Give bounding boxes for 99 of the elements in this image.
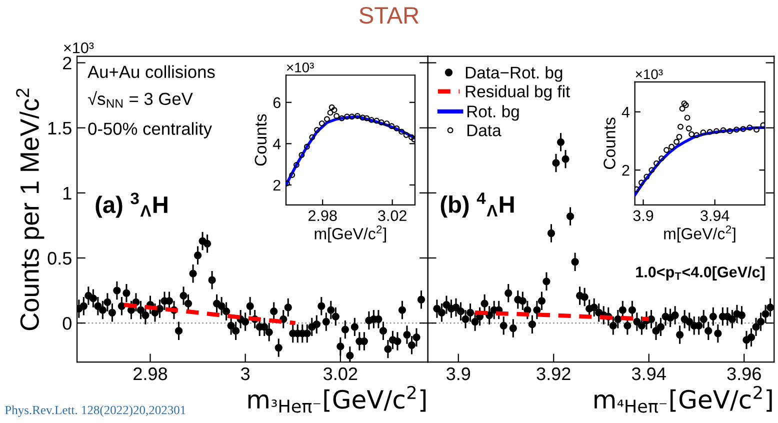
point	[331, 107, 338, 113]
y-tick-label: 0.5	[48, 252, 72, 265]
point	[318, 120, 325, 126]
point	[681, 100, 688, 106]
point	[374, 118, 380, 124]
annotation: Au+Au collisions	[88, 65, 215, 78]
point	[354, 113, 360, 119]
point	[298, 152, 305, 158]
point	[638, 180, 644, 186]
point	[364, 115, 370, 122]
point	[293, 162, 300, 168]
legend-label: Data−Rot. bg	[466, 66, 562, 82]
point	[334, 113, 340, 119]
point	[309, 134, 316, 140]
x-tick-label: 3.9	[446, 367, 470, 380]
point	[684, 114, 690, 121]
x-tick-label: 3.02	[324, 367, 358, 380]
point	[720, 127, 726, 134]
point	[746, 124, 753, 131]
x-tick-label: 2.98	[308, 210, 337, 222]
point	[686, 125, 692, 132]
point	[388, 123, 395, 130]
point	[679, 106, 686, 112]
legend-label: Residual bg fit	[466, 85, 570, 101]
point	[654, 160, 660, 166]
y-axis-title: Counts	[604, 118, 616, 169]
point	[688, 131, 695, 138]
chart-title: STAR	[359, 6, 419, 24]
y-tick-label: 0	[62, 316, 72, 330]
point	[634, 186, 640, 192]
annotation: ×10³	[286, 62, 314, 72]
point	[740, 126, 746, 132]
point	[668, 144, 675, 150]
point	[289, 172, 296, 178]
annotation: 1.0<p$_{T}$<4.0[GeV/c]	[636, 266, 764, 280]
point	[664, 147, 670, 153]
point	[734, 126, 740, 133]
point	[286, 180, 290, 186]
y-tick-label: 4	[622, 106, 630, 118]
x-tick-label: 3.92	[536, 367, 570, 380]
point	[678, 124, 684, 130]
point	[360, 114, 366, 121]
point	[713, 128, 720, 134]
point	[676, 134, 682, 140]
x-axis-title: m[GeV/c$^{2}$]	[664, 225, 736, 243]
point	[760, 122, 765, 128]
point	[338, 115, 345, 122]
legend-label: Rot. bg	[467, 105, 519, 121]
text: ×10³	[64, 42, 94, 54]
x-tick-label: 3.02	[378, 210, 406, 222]
annotation: √s$_{NN}$ = 3 GeV	[88, 91, 193, 108]
x-axis-title: m[GeV/c$^{2}$]	[314, 225, 386, 243]
point	[403, 132, 410, 138]
y-axis-title: Counts	[254, 114, 267, 166]
point	[694, 132, 700, 138]
x-tick-label: 3.9	[633, 210, 654, 222]
point	[408, 134, 414, 140]
y-tick-label: 1.5	[48, 122, 72, 135]
point	[378, 119, 384, 126]
y-tick-label: 6	[273, 97, 280, 108]
point	[700, 130, 706, 136]
point	[644, 174, 650, 180]
y-tick-label: 4	[272, 138, 281, 150]
point	[706, 128, 713, 135]
point	[327, 110, 334, 116]
point	[726, 128, 733, 134]
point	[328, 104, 335, 110]
point	[344, 114, 350, 120]
x-tick-label: 3	[240, 367, 250, 380]
point	[754, 126, 760, 133]
x-tick-label: 3.96	[727, 367, 761, 380]
point	[394, 125, 400, 132]
y-axis-title: Counts per 1 MeV/c$^{2}$	[16, 88, 44, 330]
text: Phys.Rev.Lett. 128(2022)20,202301	[5, 405, 186, 417]
annotation: 0-50% centrality	[88, 122, 212, 138]
annotation: ×10³	[636, 69, 663, 80]
y-tick-label: 2	[63, 56, 72, 70]
x-tick-label: 3.94	[632, 367, 666, 380]
legend-label: Data	[467, 124, 502, 136]
point	[674, 138, 680, 145]
point	[658, 155, 664, 162]
point	[324, 116, 330, 122]
y-tick-label: 1	[63, 187, 72, 200]
x-tick-label: 2.98	[134, 367, 168, 380]
x-axis-title: m$_{³Heπ⁻}$[GeV/c$^{2}$]	[248, 386, 426, 413]
x-tick-label: 3.94	[700, 210, 730, 222]
annotation: (a) $^{3}$$_{Λ}$H	[96, 192, 168, 218]
y-tick-label: 2	[273, 180, 280, 190]
point	[682, 102, 689, 108]
y-tick-label: 2	[622, 164, 630, 176]
point	[384, 120, 390, 126]
point	[648, 167, 655, 174]
point	[304, 144, 310, 150]
annotation: (b) $^{4}$$_{Λ}$H	[440, 192, 514, 218]
point	[348, 114, 355, 120]
point	[398, 128, 405, 135]
x-axis-title: m$_{⁴Heπ⁻}$[GeV/c$^{2}$]	[594, 386, 772, 413]
point	[314, 127, 320, 134]
point	[368, 116, 374, 123]
